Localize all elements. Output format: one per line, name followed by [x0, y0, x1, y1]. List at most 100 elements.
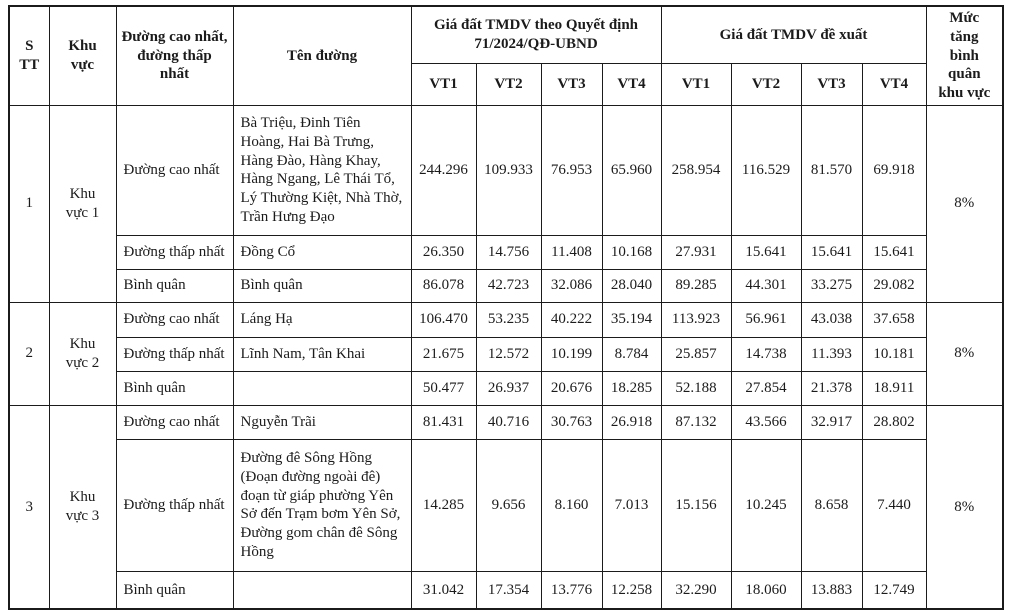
- col-header-dx-vt4: VT4: [861, 62, 927, 106]
- cell-road-type: Đường thấp nhất: [115, 438, 234, 572]
- cell-dx-vt4: 12.749: [861, 570, 927, 610]
- cell-avg-increase: 8%: [925, 301, 1004, 406]
- table-row: 1 Khu vực 1 Đường cao nhất Bà Triệu, Đin…: [8, 104, 1004, 303]
- cell-dx-vt3: 8.658: [800, 438, 863, 572]
- col-header-qd-vt2: VT2: [475, 62, 542, 106]
- cell-qd-vt2: 12.572: [475, 336, 542, 372]
- col-header-qd-vt1: VT1: [410, 62, 477, 106]
- cell-dx-vt2: 14.738: [730, 336, 802, 372]
- cell-qd-vt2: 42.723: [475, 268, 542, 303]
- cell-qd-vt2: 40.716: [475, 404, 542, 440]
- cell-qd-vt4: 10.168: [601, 234, 662, 270]
- cell-qd-vt4: 26.918: [601, 404, 662, 440]
- cell-road-type: Bình quân: [115, 268, 234, 303]
- cell-qd-vt1: 50.477: [410, 370, 477, 406]
- cell-dx-vt1: 15.156: [660, 438, 732, 572]
- col-header-road-type: Đường cao nhất, đường thấp nhất: [115, 5, 234, 106]
- cell-stt: 1: [8, 104, 50, 303]
- cell-qd-vt1: 31.042: [410, 570, 477, 610]
- cell-dx-vt1: 113.923: [660, 301, 732, 338]
- cell-dx-vt3: 32.917: [800, 404, 863, 440]
- cell-qd-vt3: 10.199: [540, 336, 603, 372]
- cell-road-type: Đường cao nhất: [115, 404, 234, 440]
- cell-qd-vt3: 76.953: [540, 104, 603, 236]
- cell-dx-vt1: 32.290: [660, 570, 732, 610]
- cell-road-type: Đường cao nhất: [115, 104, 234, 236]
- cell-dx-vt4: 69.918: [861, 104, 927, 236]
- cell-qd-vt4: 18.285: [601, 370, 662, 406]
- group-header-price-decision: Giá đất TMDV theo Quyết định 71/2024/QĐ-…: [410, 5, 662, 64]
- cell-road-name: Láng Hạ: [232, 301, 412, 338]
- cell-qd-vt3: 11.408: [540, 234, 603, 270]
- table-row: Bình quân 50.477 26.937 20.676 18.285 52…: [9, 370, 1003, 406]
- cell-road-name: Đường đê Sông Hồng (Đoạn đường ngoài đê)…: [232, 438, 412, 572]
- group-header-price-proposed: Giá đất TMDV đề xuất: [660, 5, 927, 64]
- cell-qd-vt1: 14.285: [410, 438, 477, 572]
- cell-dx-vt1: 87.132: [660, 404, 732, 440]
- cell-dx-vt2: 27.854: [730, 370, 802, 406]
- cell-qd-vt2: 26.937: [475, 370, 542, 406]
- table-row: Bình quân 31.042 17.354 13.776 12.258 32…: [9, 570, 1003, 610]
- col-header-qd-vt3: VT3: [540, 62, 603, 106]
- cell-qd-vt1: 86.078: [410, 268, 477, 303]
- cell-dx-vt3: 15.641: [800, 234, 863, 270]
- table-row: Đường thấp nhất Đường đê Sông Hồng (Đoạn…: [9, 438, 1003, 572]
- cell-road-name: Đồng Cổ: [232, 234, 412, 270]
- cell-dx-vt3: 11.393: [800, 336, 863, 372]
- cell-qd-vt3: 32.086: [540, 268, 603, 303]
- cell-qd-vt2: 109.933: [475, 104, 542, 236]
- cell-dx-vt2: 15.641: [730, 234, 802, 270]
- col-header-road-name: Tên đường: [232, 5, 412, 106]
- cell-qd-vt1: 81.431: [410, 404, 477, 440]
- cell-khu-vuc: Khu vực 2: [48, 301, 117, 406]
- col-header-khu-vuc: Khu vực: [48, 5, 117, 106]
- cell-road-name: [232, 370, 412, 406]
- cell-stt: 2: [8, 301, 50, 406]
- cell-road-name: Bà Triệu, Đinh Tiên Hoàng, Hai Bà Trưng,…: [232, 104, 412, 236]
- cell-qd-vt2: 14.756: [475, 234, 542, 270]
- cell-qd-vt3: 30.763: [540, 404, 603, 440]
- cell-qd-vt4: 7.013: [601, 438, 662, 572]
- cell-road-type: Đường cao nhất: [115, 301, 234, 338]
- col-header-dx-vt2: VT2: [730, 62, 802, 106]
- col-header-dx-vt3: VT3: [800, 62, 863, 106]
- cell-dx-vt2: 44.301: [730, 268, 802, 303]
- table-row: Đường thấp nhất Đồng Cổ 26.350 14.756 11…: [9, 234, 1003, 270]
- cell-qd-vt3: 40.222: [540, 301, 603, 338]
- cell-dx-vt1: 258.954: [660, 104, 732, 236]
- cell-dx-vt4: 28.802: [861, 404, 927, 440]
- cell-dx-vt2: 116.529: [730, 104, 802, 236]
- cell-dx-vt4: 10.181: [861, 336, 927, 372]
- header-row-vt: VT1 VT2 VT3 VT4 VT1 VT2 VT3 VT4: [9, 62, 1003, 106]
- col-header-avg-increase: Mức tăng bình quân khu vực: [925, 5, 1004, 106]
- table-row: 2 Khu vực 2 Đường cao nhất Láng Hạ 106.4…: [8, 301, 1004, 406]
- header-row-groups: S TT Khu vực Đường cao nhất, đường thấp …: [8, 5, 1004, 106]
- cell-dx-vt3: 81.570: [800, 104, 863, 236]
- cell-qd-vt3: 13.776: [540, 570, 603, 610]
- cell-qd-vt1: 21.675: [410, 336, 477, 372]
- cell-dx-vt4: 7.440: [861, 438, 927, 572]
- cell-dx-vt3: 33.275: [800, 268, 863, 303]
- land-price-table: S TT Khu vực Đường cao nhất, đường thấp …: [8, 5, 1005, 610]
- cell-dx-vt2: 43.566: [730, 404, 802, 440]
- table-row: Bình quân Bình quân 86.078 42.723 32.086…: [9, 268, 1003, 303]
- cell-dx-vt4: 18.911: [861, 370, 927, 406]
- cell-qd-vt1: 26.350: [410, 234, 477, 270]
- cell-road-type: Đường thấp nhất: [115, 336, 234, 372]
- cell-qd-vt2: 53.235: [475, 301, 542, 338]
- cell-qd-vt4: 8.784: [601, 336, 662, 372]
- cell-road-name: Lĩnh Nam, Tân Khai: [232, 336, 412, 372]
- cell-dx-vt1: 52.188: [660, 370, 732, 406]
- cell-dx-vt3: 43.038: [800, 301, 863, 338]
- cell-qd-vt3: 8.160: [540, 438, 603, 572]
- cell-dx-vt1: 25.857: [660, 336, 732, 372]
- col-header-qd-vt4: VT4: [601, 62, 662, 106]
- cell-dx-vt2: 10.245: [730, 438, 802, 572]
- cell-qd-vt3: 20.676: [540, 370, 603, 406]
- cell-dx-vt1: 27.931: [660, 234, 732, 270]
- cell-qd-vt4: 28.040: [601, 268, 662, 303]
- cell-khu-vuc: Khu vực 1: [48, 104, 117, 303]
- col-header-stt: S TT: [8, 5, 50, 106]
- cell-road-name: Nguyễn Trãi: [232, 404, 412, 440]
- cell-qd-vt1: 106.470: [410, 301, 477, 338]
